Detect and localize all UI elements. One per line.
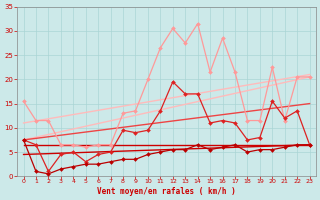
X-axis label: Vent moyen/en rafales ( km/h ): Vent moyen/en rafales ( km/h ): [97, 187, 236, 196]
